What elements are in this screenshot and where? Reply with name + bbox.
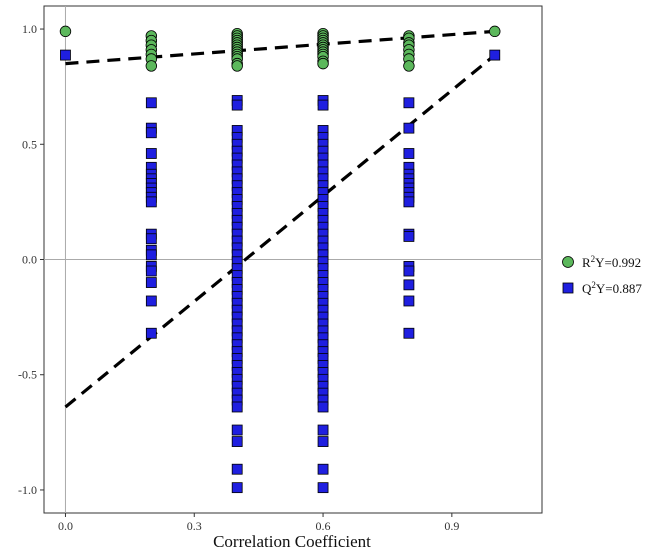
x-axis-title: Correlation Coefficient [213, 532, 371, 551]
y-tick-label: 0.0 [22, 253, 37, 267]
q2y-point [403, 97, 415, 109]
q2y-point [403, 265, 415, 277]
q2y-point [60, 49, 71, 61]
q2y-point [317, 463, 329, 475]
q2y-point [231, 401, 243, 413]
x-tick-label: 0.0 [58, 519, 73, 533]
q2y-point [317, 401, 329, 413]
y-tick-label: -0.5 [18, 368, 37, 382]
legend-r2y-marker [562, 256, 574, 268]
r2y-point [231, 60, 243, 72]
r2y-point [317, 57, 329, 70]
q2y-point [145, 295, 157, 307]
q2y-point [403, 327, 415, 339]
q2y-point [231, 436, 243, 447]
q2y-point [145, 196, 157, 208]
x-tick-label: 0.9 [444, 519, 459, 533]
q2y-point [231, 424, 243, 436]
reference-lines [44, 6, 542, 513]
q2y-point [145, 127, 157, 139]
q2y-point [145, 277, 157, 288]
x-tick-label: 0.3 [187, 519, 202, 533]
trend-lines [64, 29, 496, 409]
y-tick-label: -1.0 [18, 483, 37, 497]
y-tick-label: 0.5 [22, 137, 37, 151]
y-tick-label: 1.0 [22, 22, 37, 36]
legend: R2Y=0.992 Q2Y=0.887 [562, 254, 642, 296]
q2y-point [145, 148, 157, 159]
r2y-trend-line [65, 29, 495, 66]
q2y-point [317, 436, 329, 447]
x-tick-label: 0.6 [316, 519, 331, 533]
q2y-point [231, 463, 243, 475]
q2y-point [403, 295, 415, 307]
x-axis-ticks: 0.0 0.3 0.6 0.9 [58, 513, 459, 533]
y-axis-ticks: -1.0 -0.5 0.0 0.5 1.0 [18, 22, 44, 497]
q2y-point [145, 249, 157, 261]
q2y-point [403, 196, 415, 208]
q2y-point [231, 482, 243, 494]
q2y-point [403, 279, 415, 291]
r2y-point [59, 25, 72, 38]
q2y-trend-line [64, 53, 496, 409]
q2y-point [145, 97, 157, 109]
legend-q2y-marker [562, 282, 574, 294]
q2y-point [145, 233, 157, 245]
q2y-point [403, 122, 415, 134]
q2y-point [403, 148, 415, 159]
legend-q2y-label: Q2Y=0.887 [582, 280, 642, 296]
data-points [59, 25, 501, 494]
q2y-point [403, 231, 415, 242]
legend-r2y-label: R2Y=0.992 [582, 254, 641, 270]
q2y-point [231, 99, 243, 111]
q2y-point [317, 482, 329, 494]
q2y-point [317, 99, 329, 111]
q2y-point [317, 424, 329, 436]
q2y-point [489, 49, 501, 61]
q2y-point [145, 265, 157, 277]
r2y-point [145, 60, 158, 72]
r2y-point [489, 25, 501, 38]
r2y-point [403, 60, 415, 72]
q2y-point [145, 327, 157, 339]
